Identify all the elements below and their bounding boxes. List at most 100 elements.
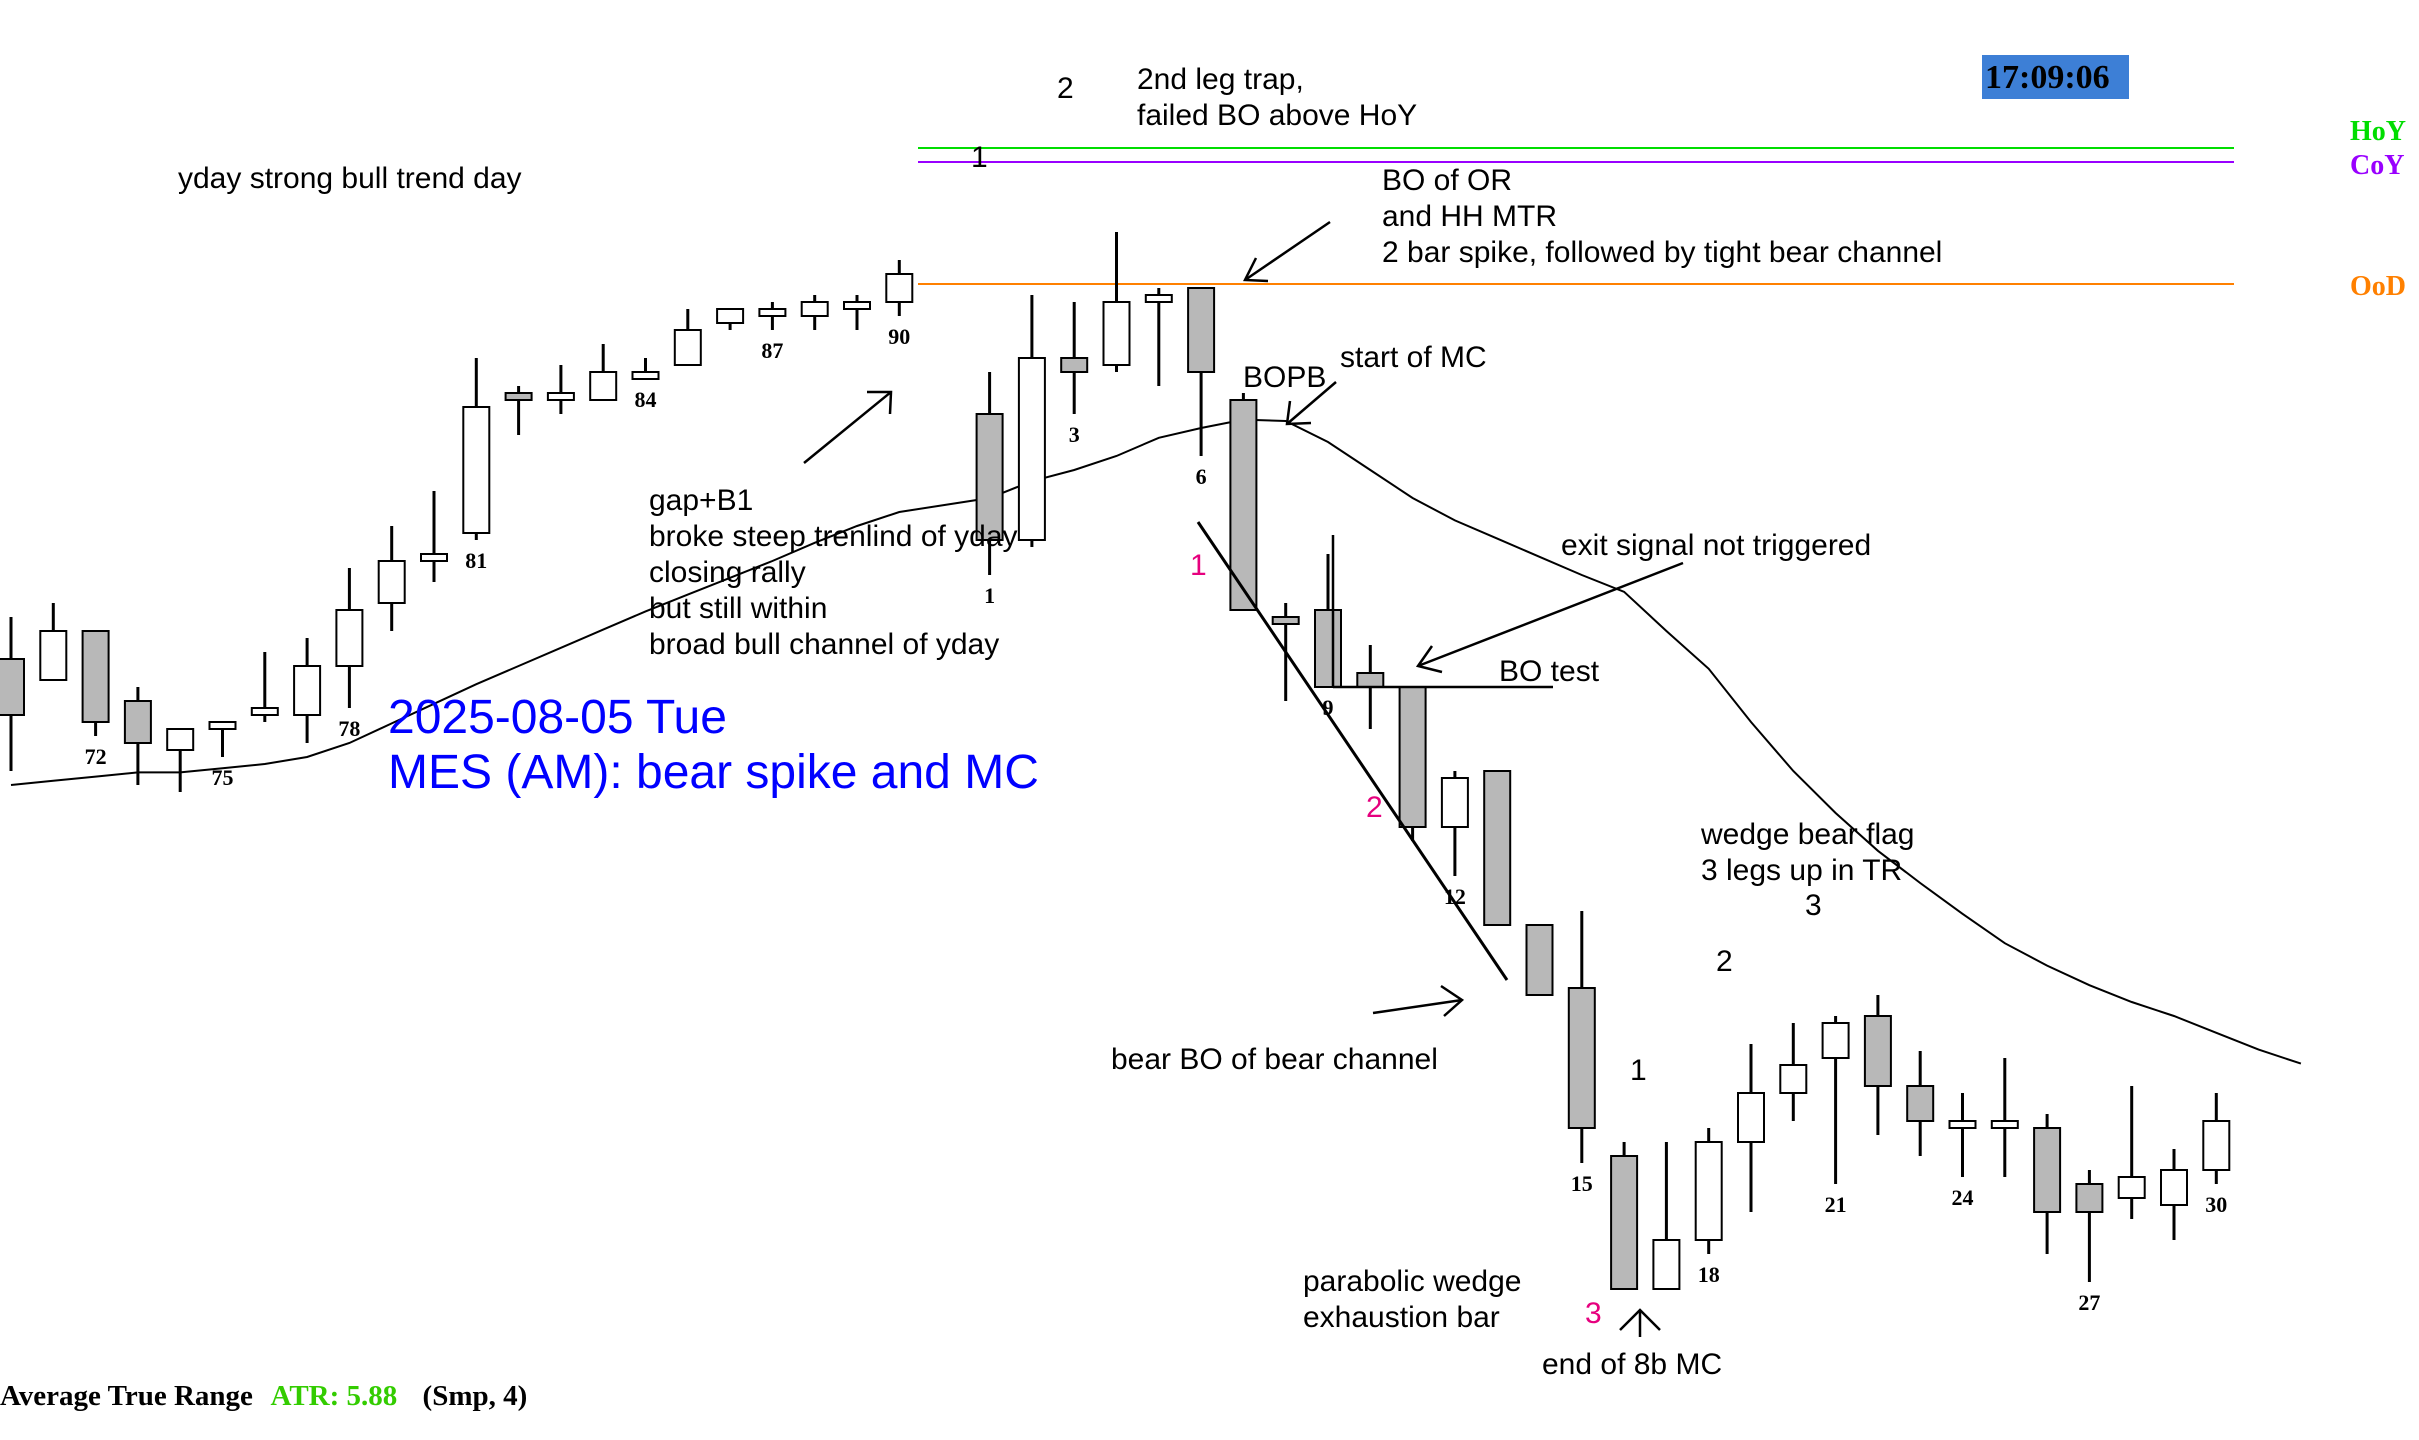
candle [1398,686,1427,841]
bull-candle-body [546,392,575,401]
bear-candle-body [1567,987,1596,1129]
annotation-bo-1: BO of OR [1382,164,1512,197]
candle [2160,1149,2188,1240]
candle [377,526,406,631]
bull-candle-body [420,553,448,562]
leg-label-channel-3: 3 [1585,1297,1602,1330]
candle [673,309,702,366]
candle [1737,1044,1765,1212]
bar-number-label: 30 [2205,1192,2227,1217]
bull-candle-body [1821,1022,1850,1059]
annotation-start-mc: start of MC [1340,341,1487,374]
hoy-label: HoY [2350,116,2406,147]
bear-candle-body [0,658,25,716]
candle [631,358,660,380]
candle [1906,1051,1935,1156]
candle [1610,1142,1639,1290]
bull-candle-body [673,329,702,366]
bear-candle-body [1863,1015,1892,1087]
candles-group [0,232,2231,1290]
candle [1187,287,1216,456]
candle [1694,1128,1723,1254]
candle [975,372,1004,575]
arrow-bopb [1285,381,1337,426]
bull-candle-body [2202,1120,2231,1171]
leg-label-top-1: 1 [971,141,988,174]
bear-candle-body [1398,686,1427,828]
candle [1483,770,1512,926]
arrow-end-mc [1619,1308,1661,1337]
bull-candle-body [1144,294,1173,303]
annotation-gap-1: gap+B1 [649,484,753,517]
candle [1990,1058,2019,1177]
bar-number-label: 21 [1825,1192,1847,1217]
leg-label-up-3: 3 [1805,889,1822,922]
bar-number-label: 15 [1571,1171,1593,1196]
bull-candle-body [800,301,829,317]
leg-label-up-1: 1 [1630,1054,1647,1087]
bull-candle-body [1102,301,1131,366]
bull-candle-body [39,630,68,681]
bar-number-label: 27 [2078,1290,2100,1315]
bar-number-label: 9 [1323,695,1334,720]
bar-number-label: 24 [1952,1185,1974,1210]
bear-candle-body [2033,1127,2062,1213]
candle [1144,288,1173,386]
bull-candle-body [293,665,322,716]
candle [1821,1016,1850,1184]
bar-number-label: 75 [212,765,234,790]
arrow-gap-b1 [803,390,893,464]
candle [39,603,68,681]
bear-candle-body [1271,616,1300,625]
bear-candle-body [1229,399,1258,611]
bull-candle-body [166,728,195,751]
candle [885,260,914,316]
bar-number-label: 84 [635,387,657,412]
bear-candle-body [81,630,110,723]
moving-average-line [10,418,2302,1065]
annotation-gap-3: closing rally [649,556,806,589]
annotation-bo-2: and HH MTR [1382,200,1557,233]
bar-number-label: 12 [1444,884,1466,909]
atr-label: Average True Range [0,1380,253,1412]
candle [2117,1086,2146,1219]
annotation-trap-1: 2nd leg trap, [1137,63,1304,96]
arrow-bo-of-or [1243,220,1331,283]
annotation-exit-signal: exit signal not triggered [1561,529,1871,562]
candle [123,687,152,785]
bull-candle-body [335,609,364,667]
bull-candle-body [1017,357,1046,541]
annotation-wedge-1: wedge bear flag [1700,818,1915,851]
candle [81,630,110,736]
candle [0,617,25,771]
bull-candle-body [1737,1092,1765,1143]
candle [1863,995,1892,1135]
bull-candle-body [1990,1120,2019,1129]
bear-candle-body [1906,1085,1935,1122]
leg-label-top-2: 2 [1057,72,1074,105]
bull-candle-body [758,308,787,317]
clock-time: 17:09:06 [1985,59,2110,96]
candle [1440,771,1469,876]
chart-subtitle: MES (AM): bear spike and MC [388,746,1039,799]
bull-candle-body [377,560,406,604]
candle [2075,1170,2104,1282]
bear-candle-body [975,413,1004,541]
annotation-gap-4: but still within [649,592,827,625]
annotation-bo-test: BO test [1499,655,1600,688]
bear-candle-body [1356,672,1385,688]
candle [1779,1023,1808,1121]
candle [716,308,745,330]
candle [2033,1114,2062,1254]
candle [1314,554,1342,688]
annotation-parabolic-2: exhaustion bar [1303,1301,1500,1334]
leg-label-channel-2: 2 [1366,791,1383,824]
bear-candle-body [1610,1155,1639,1290]
candle [1017,295,1046,547]
annotation-parabolic-1: parabolic wedge [1303,1265,1521,1298]
bull-candle-body [208,721,237,730]
bar-number-label: 18 [1698,1262,1720,1287]
candle [1567,911,1596,1163]
candle [250,652,279,722]
